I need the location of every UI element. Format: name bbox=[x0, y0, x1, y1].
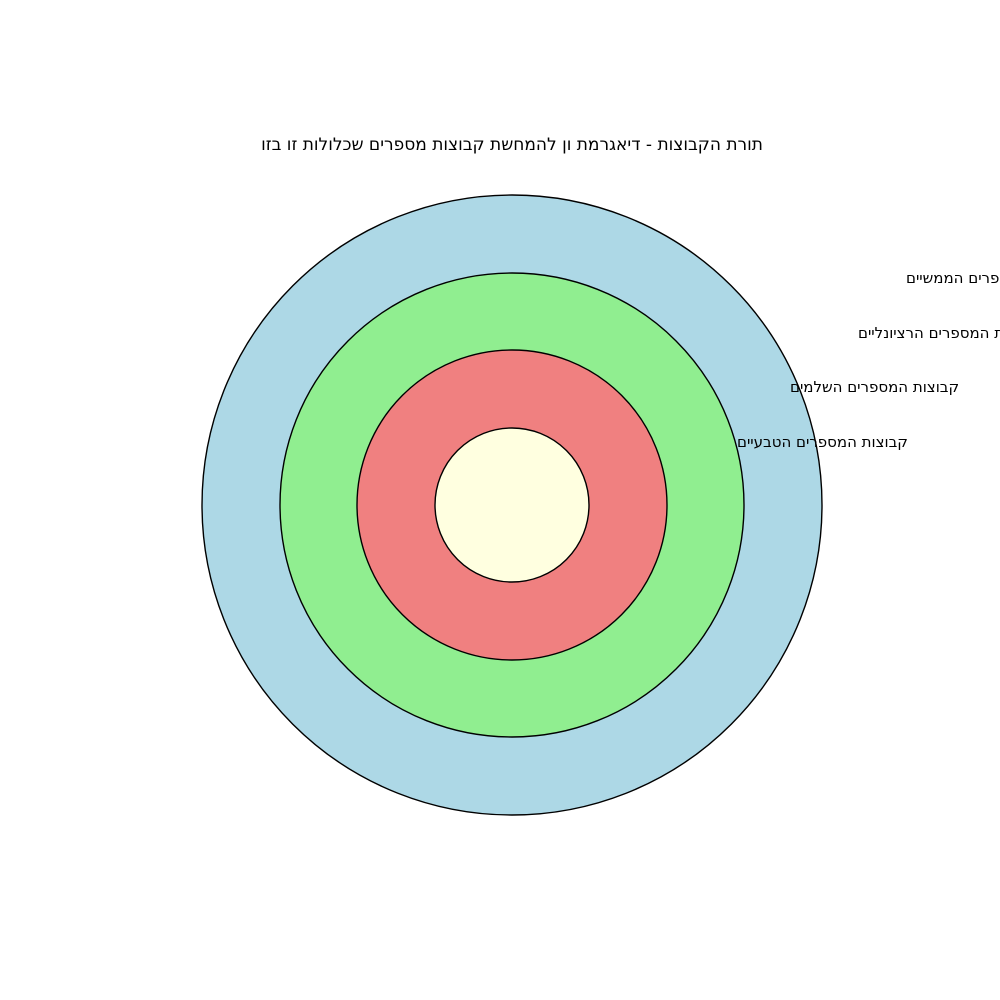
set-labels: קבוצות המספרים הממשיים קבוצות המספרים הר… bbox=[737, 269, 1000, 451]
label-natural-numbers: קבוצות המספרים הטבעיים bbox=[737, 433, 908, 451]
set-circles bbox=[201, 194, 823, 816]
label-real-numbers: קבוצות המספרים הממשיים bbox=[906, 269, 1000, 287]
label-integers: קבוצות המספרים השלמים bbox=[790, 378, 959, 396]
label-rational-numbers: קבוצות המספרים הרציונליים bbox=[858, 324, 1000, 342]
set-circle-natural-numbers bbox=[434, 427, 590, 583]
diagram-title: תורת הקבוצות - דיאגרמת ון להמחשת קבוצות … bbox=[261, 135, 763, 155]
